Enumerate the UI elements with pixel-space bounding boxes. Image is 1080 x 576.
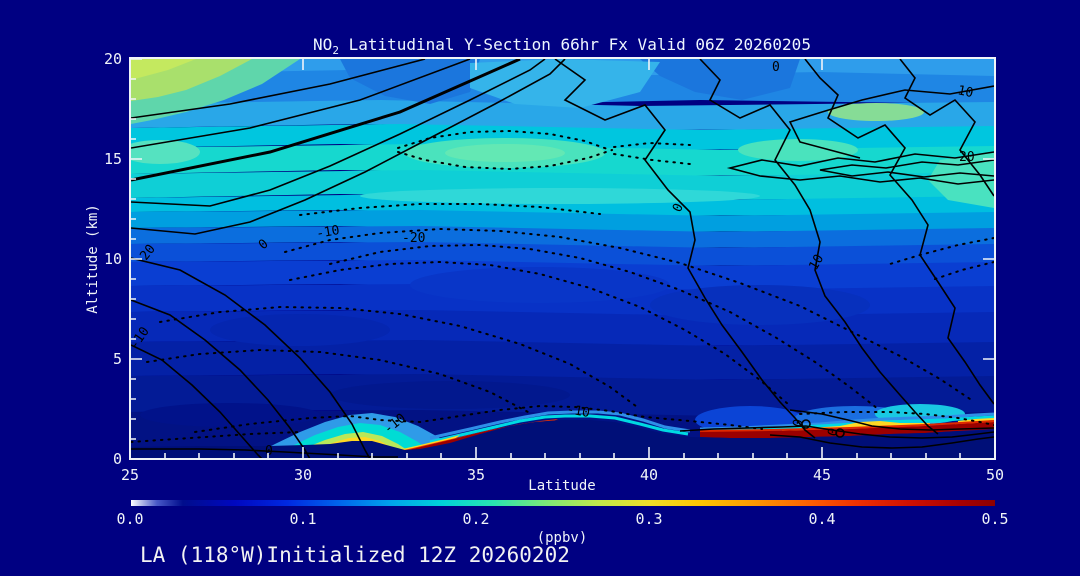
contour-label: -10 bbox=[565, 402, 591, 421]
y-tick-5: 5 bbox=[113, 350, 122, 368]
y-tick-10: 10 bbox=[104, 250, 122, 268]
plot-title: NO2 Latitudinal Y-Section 66hr Fx Valid … bbox=[313, 35, 811, 57]
x-tick-25: 25 bbox=[121, 466, 139, 484]
contour-label: -10 bbox=[315, 223, 341, 242]
colorbar-gradient bbox=[131, 500, 995, 506]
title-rest: Latitudinal Y-Section 66hr Fx Valid 06Z … bbox=[339, 35, 811, 54]
colorbar-tick-labels: 0.0 0.1 0.2 0.3 0.4 0.5 bbox=[116, 510, 1008, 528]
title-subscript: 2 bbox=[332, 44, 339, 57]
title-no: NO bbox=[313, 35, 332, 54]
axes bbox=[129, 57, 996, 460]
x-tick-35: 35 bbox=[467, 466, 485, 484]
init-annotation: LA (118°W)Initialized 12Z 20260202 bbox=[140, 543, 570, 567]
x-tick-30: 30 bbox=[294, 466, 312, 484]
y-tick-20: 20 bbox=[104, 50, 122, 68]
colorbar-unit-label: (ppbv) bbox=[537, 530, 588, 546]
contour-label: 20 bbox=[959, 150, 975, 165]
y-tick-15: 15 bbox=[104, 150, 122, 168]
colorbar: 0.0 0.1 0.2 0.3 0.4 0.5 (ppbv) bbox=[116, 500, 1009, 546]
cb-tick-0.0: 0.0 bbox=[116, 510, 143, 528]
contour-label: 10 bbox=[956, 83, 974, 101]
cb-tick-0.3: 0.3 bbox=[635, 510, 662, 528]
y-tick-0: 0 bbox=[113, 450, 122, 468]
axis-tick-labels: 20 15 10 5 0 25 30 35 40 45 50 bbox=[104, 50, 1004, 484]
x-tick-50: 50 bbox=[986, 466, 1004, 484]
x-axis-label: Latitude bbox=[528, 478, 595, 494]
contour-label: -20 bbox=[402, 231, 425, 246]
filled-contour-field bbox=[131, 59, 994, 459]
contour-label: 0 bbox=[265, 444, 273, 459]
contour-label: 10 bbox=[806, 252, 827, 273]
contour-label: 0 bbox=[772, 60, 780, 75]
cb-tick-0.1: 0.1 bbox=[289, 510, 316, 528]
cb-tick-0.4: 0.4 bbox=[808, 510, 835, 528]
contour-label: 0 bbox=[825, 427, 842, 438]
y-axis-label: Altitude (km) bbox=[85, 204, 101, 314]
cb-tick-0.2: 0.2 bbox=[462, 510, 489, 528]
x-tick-45: 45 bbox=[813, 466, 831, 484]
contour-label: 0 bbox=[790, 418, 807, 429]
x-tick-40: 40 bbox=[640, 466, 658, 484]
contour-lines bbox=[131, 59, 994, 459]
cb-tick-0.5: 0.5 bbox=[981, 510, 1008, 528]
